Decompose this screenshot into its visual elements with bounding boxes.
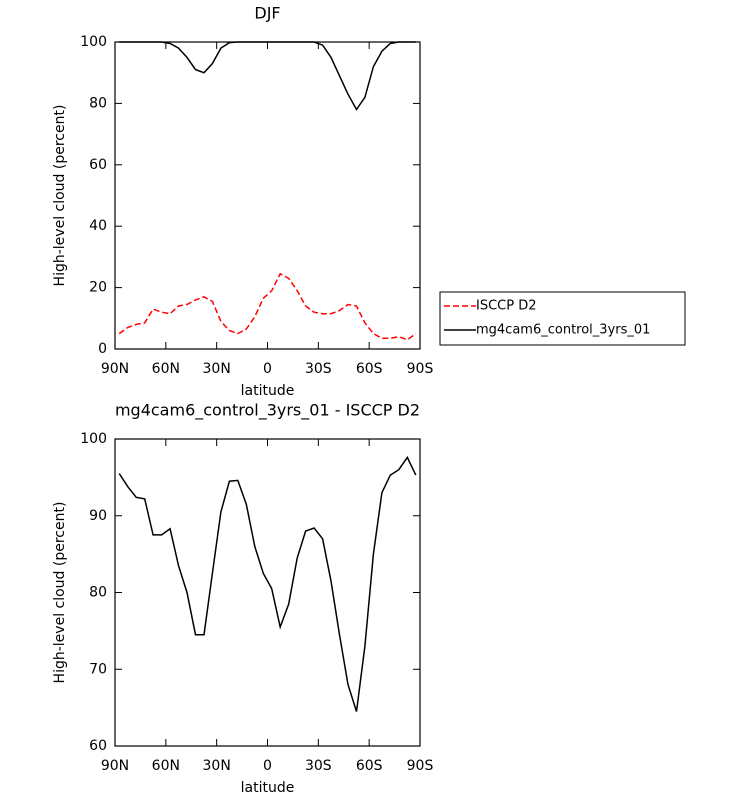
legend-label: mg4cam6_control_3yrs_01 — [476, 323, 650, 338]
y-tick-label: 90 — [89, 508, 107, 524]
x-tick-label: 90S — [407, 361, 434, 377]
x-tick-label: 90N — [101, 758, 129, 774]
chart-title: mg4cam6_control_3yrs_01 - ISCCP D2 — [115, 401, 420, 421]
x-tick-label: 30S — [305, 361, 332, 377]
x-tick-label: 30N — [203, 361, 231, 377]
y-tick-label: 100 — [80, 34, 107, 50]
x-tick-label: 60S — [356, 361, 383, 377]
x-axis-label: latitude — [241, 383, 295, 399]
x-tick-label: 60S — [356, 758, 383, 774]
y-tick-label: 60 — [89, 738, 107, 754]
plot-frame — [114, 438, 421, 747]
y-axis-label: High-level cloud (percent) — [52, 502, 68, 684]
x-tick-label: 90N — [101, 361, 129, 377]
x-axis-label: latitude — [241, 780, 295, 796]
plot-frame — [114, 41, 421, 350]
chart-title: DJF — [254, 4, 280, 23]
x-tick-label: 60N — [152, 361, 180, 377]
x-tick-label: 90S — [407, 758, 434, 774]
x-tick-label: 60N — [152, 758, 180, 774]
data-line — [118, 272, 417, 341]
y-tick-label: 60 — [89, 157, 107, 173]
y-tick-label: 70 — [89, 661, 107, 677]
y-tick-label: 100 — [80, 431, 107, 447]
x-tick-label: 0 — [263, 361, 272, 377]
legend-box — [439, 291, 686, 346]
y-tick-label: 20 — [89, 280, 107, 296]
data-line — [118, 455, 417, 712]
x-tick-label: 30N — [203, 758, 231, 774]
y-axis-label: High-level cloud (percent) — [52, 105, 68, 287]
y-tick-label: 80 — [89, 585, 107, 601]
y-tick-label: 0 — [98, 341, 107, 357]
x-tick-label: 30S — [305, 758, 332, 774]
y-tick-label: 40 — [89, 218, 107, 234]
legend-label: ISCCP D2 — [476, 299, 537, 314]
y-tick-label: 80 — [89, 95, 107, 111]
x-tick-label: 0 — [263, 758, 272, 774]
data-line — [119, 41, 416, 111]
